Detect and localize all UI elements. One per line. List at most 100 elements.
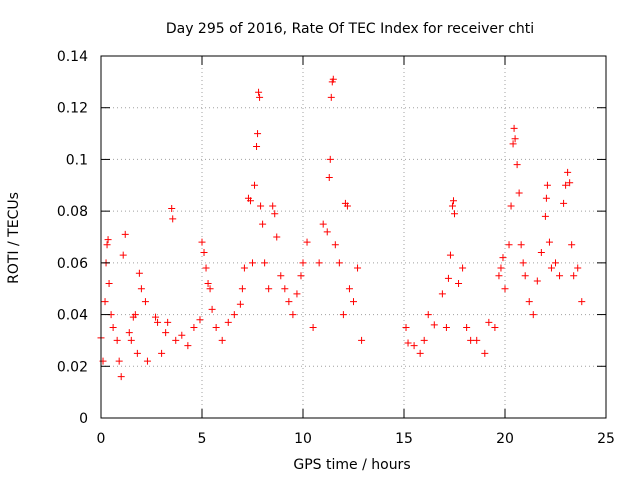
data-point [259, 220, 267, 228]
data-point [172, 336, 180, 344]
data-point [335, 259, 343, 267]
data-point [103, 241, 111, 249]
data-point [345, 285, 353, 293]
data-point [511, 135, 519, 143]
data-point [269, 202, 277, 210]
data-point [343, 202, 351, 210]
data-point [277, 272, 285, 280]
data-point [574, 264, 582, 272]
data-point [448, 202, 456, 210]
data-point [459, 264, 467, 272]
y-tick-label: 0.02 [57, 359, 88, 375]
data-point [109, 324, 117, 331]
data-point [125, 329, 133, 337]
data-point [519, 259, 527, 267]
data-point [455, 280, 463, 288]
data-point [208, 305, 216, 313]
data-point [410, 342, 418, 350]
data-point [273, 233, 281, 241]
y-tick-label: 0.04 [57, 308, 88, 324]
data-point [513, 161, 521, 169]
data-point [127, 336, 135, 344]
data-point [350, 298, 357, 306]
data-point [158, 349, 166, 357]
data-point [326, 155, 334, 163]
data-point [152, 313, 160, 321]
data-point [105, 280, 113, 288]
data-point [169, 215, 177, 223]
data-point [143, 357, 151, 365]
data-point [354, 264, 362, 272]
data-point [115, 357, 123, 365]
data-point [329, 75, 337, 83]
data-point [424, 311, 432, 319]
data-point [442, 324, 450, 331]
data-point [319, 220, 327, 228]
data-point [204, 280, 212, 288]
data-point [289, 311, 297, 319]
data-point [552, 259, 559, 267]
data-point [285, 298, 293, 306]
data-point [547, 264, 555, 272]
data-point [568, 241, 576, 249]
data-point [463, 324, 471, 331]
data-point [491, 324, 499, 331]
data-point [444, 274, 452, 282]
data-point [240, 264, 248, 272]
data-point [178, 331, 186, 339]
data-point [141, 298, 149, 306]
data-point [467, 336, 475, 344]
data-point [507, 202, 515, 210]
data-point [560, 199, 568, 207]
data-point [505, 241, 513, 249]
data-point [315, 259, 323, 267]
x-tick-label: 5 [198, 431, 207, 447]
data-point [162, 329, 170, 337]
data-point [133, 349, 141, 357]
y-tick-label: 0.1 [66, 152, 88, 168]
data-point [164, 318, 172, 326]
data-point [451, 210, 458, 218]
data-point [206, 285, 214, 293]
data-point [168, 205, 176, 213]
data-point [323, 228, 331, 236]
data-point [184, 342, 192, 350]
chart-title: Day 295 of 2016, Rate Of TEC Index for r… [166, 21, 534, 37]
data-point [196, 316, 204, 324]
data-point [541, 212, 549, 220]
data-point [510, 124, 518, 132]
data-point [509, 140, 517, 148]
data-point [515, 189, 523, 197]
data-point [473, 336, 481, 344]
x-tick-label: 0 [97, 431, 106, 447]
x-tick-label: 25 [597, 431, 615, 447]
data-point [578, 298, 586, 306]
data-point [358, 336, 366, 344]
data-point [303, 238, 311, 246]
data-point [265, 285, 273, 293]
data-point [327, 93, 335, 101]
data-point [154, 318, 162, 326]
y-tick-label: 0.06 [57, 256, 88, 272]
data-point [297, 272, 305, 280]
y-tick-label: 0.08 [57, 204, 88, 220]
data-point [325, 174, 333, 182]
data-point [525, 298, 533, 306]
data-point [135, 269, 143, 277]
data-point [404, 339, 412, 347]
data-point [449, 197, 457, 205]
data-point [420, 336, 428, 344]
x-tick-label: 15 [395, 431, 413, 447]
data-point [261, 259, 269, 267]
data-point [212, 324, 220, 331]
y-tick-label: 0.14 [57, 49, 88, 65]
data-point [238, 285, 246, 293]
data-point [271, 210, 279, 218]
grid-layer [101, 56, 606, 418]
data-point [495, 272, 503, 280]
x-axis-label: GPS time / hours [293, 457, 410, 473]
data-point [104, 236, 112, 244]
data-point [564, 168, 572, 176]
data-point [202, 264, 210, 272]
data-point [236, 300, 244, 308]
